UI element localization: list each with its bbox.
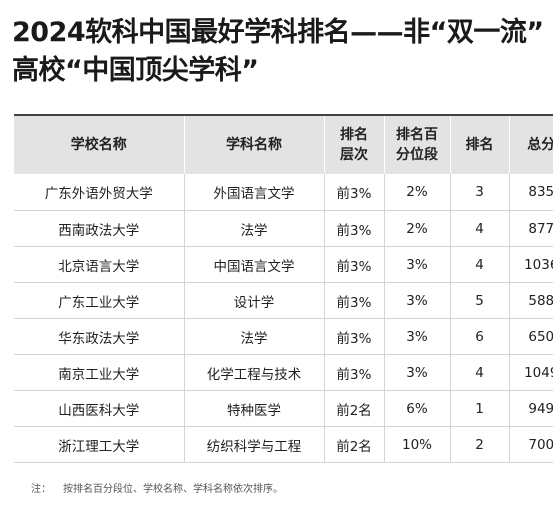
title-line-1: 2024软科中国最好学科排名——非“双一流”	[12, 17, 544, 48]
cell-rank-level: 前2名	[324, 426, 385, 463]
cell-school: 广东外语外贸大学	[14, 174, 185, 211]
cell-total-score: 700	[509, 426, 553, 463]
cell-total-score: 877	[509, 210, 553, 247]
page-title: 2024软科中国最好学科排名——非“双一流” 高校“中国顶尖学科”	[12, 14, 548, 90]
title-line-2: 高校“中国顶尖学科”	[12, 55, 259, 86]
cell-rank-percentile: 10%	[384, 426, 451, 463]
table-body: 广东外语外贸大学 外国语言文学 前3% 2% 3 835 西南政法大学 法学 前…	[14, 174, 553, 463]
cell-total-score: 949	[509, 390, 553, 427]
table-row: 华东政法大学 法学 前3% 3% 6 650	[14, 318, 553, 355]
table-row: 广东工业大学 设计学 前3% 3% 5 588	[14, 282, 553, 319]
cell-subject: 设计学	[184, 282, 325, 319]
cell-rank-level: 前3%	[324, 282, 385, 319]
header-rank-level: 排名 层次	[324, 115, 385, 174]
cell-rank-level: 前2名	[324, 390, 385, 427]
cell-rank-level: 前3%	[324, 354, 385, 391]
cell-rank: 4	[450, 246, 510, 283]
header-total-score: 总分	[527, 137, 553, 153]
cell-rank: 3	[450, 174, 510, 211]
cell-subject: 外国语言文学	[184, 174, 325, 211]
cell-total-score: 588	[509, 282, 553, 319]
cell-total-score: 1036	[509, 246, 553, 283]
cell-rank: 4	[450, 210, 510, 247]
ranking-table-container: 学校名称 学科名称 排名 层次 排名百 分位段 排名 总分 广东外语外贸大学 外国语…	[14, 114, 553, 463]
cell-rank: 5	[450, 282, 510, 319]
cell-rank-percentile: 2%	[384, 174, 451, 211]
cell-rank-percentile: 3%	[384, 246, 451, 283]
table-row: 西南政法大学 法学 前3% 2% 4 877	[14, 210, 553, 247]
cell-school: 北京语言大学	[14, 246, 185, 283]
header-subject: 学科名称	[184, 115, 325, 174]
cell-rank: 4	[450, 354, 510, 391]
table-header: 学校名称 学科名称 排名 层次 排名百 分位段 排名 总分	[14, 115, 553, 174]
cell-school: 山西医科大学	[14, 390, 185, 427]
cell-rank-level: 前3%	[324, 210, 385, 247]
footnote-label: 注：	[31, 484, 51, 495]
cell-rank-percentile: 6%	[384, 390, 451, 427]
cell-rank-level: 前3%	[324, 246, 385, 283]
header-school: 学校名称	[14, 115, 185, 174]
cell-subject: 中国语言文学	[184, 246, 325, 283]
cell-school: 南京工业大学	[14, 354, 185, 391]
table-row: 山西医科大学 特种医学 前2名 6% 1 949	[14, 390, 553, 427]
table-row: 浙江理工大学 纺织科学与工程 前2名 10% 2 700	[14, 426, 553, 463]
cell-rank: 2	[450, 426, 510, 463]
cell-subject: 法学	[184, 318, 325, 355]
cell-subject: 纺织科学与工程	[184, 426, 325, 463]
cell-rank-level: 前3%	[324, 174, 385, 211]
cell-school: 广东工业大学	[14, 282, 185, 319]
table-row: 广东外语外贸大学 外国语言文学 前3% 2% 3 835	[14, 174, 553, 211]
header-rank-percentile: 排名百 分位段	[384, 115, 451, 174]
ranking-table: 学校名称 学科名称 排名 层次 排名百 分位段 排名 总分 广东外语外贸大学 外国语…	[14, 114, 553, 463]
cell-school: 西南政法大学	[14, 210, 185, 247]
cell-school: 浙江理工大学	[14, 426, 185, 463]
cell-rank-percentile: 3%	[384, 282, 451, 319]
table-row: 北京语言大学 中国语言文学 前3% 3% 4 1036	[14, 246, 553, 283]
cell-rank-percentile: 3%	[384, 318, 451, 355]
header-rank: 排名	[450, 115, 510, 174]
cell-rank-percentile: 2%	[384, 210, 451, 247]
table-header-row: 学校名称 学科名称 排名 层次 排名百 分位段 排名 总分	[14, 115, 553, 174]
table-row: 南京工业大学 化学工程与技术 前3% 3% 4 1049	[14, 354, 553, 391]
footnote-text: 按排名百分段位、学校名称、学科名称依次排序。	[63, 484, 283, 495]
cell-rank: 1	[450, 390, 510, 427]
cell-rank-level: 前3%	[324, 318, 385, 355]
cell-subject: 特种医学	[184, 390, 325, 427]
cell-subject: 法学	[184, 210, 325, 247]
cell-school: 华东政法大学	[14, 318, 185, 355]
footnote: 注： 按排名百分段位、学校名称、学科名称依次排序。	[31, 480, 283, 495]
cell-rank: 6	[450, 318, 510, 355]
cell-total-score: 650	[509, 318, 553, 355]
cell-total-score: 1049	[509, 354, 553, 391]
cell-rank-percentile: 3%	[384, 354, 451, 391]
cell-subject: 化学工程与技术	[184, 354, 325, 391]
cell-total-score: 835	[509, 174, 553, 211]
